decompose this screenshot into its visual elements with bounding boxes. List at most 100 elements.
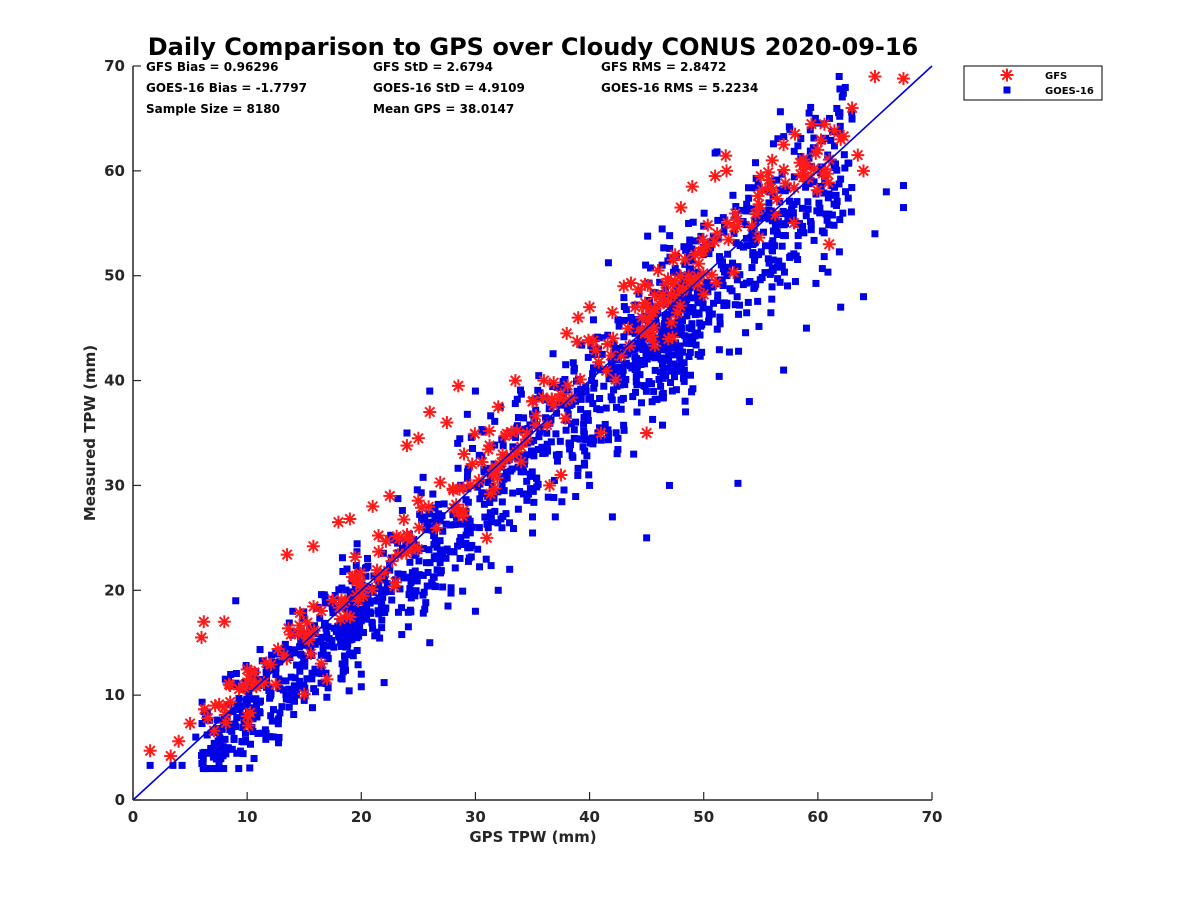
goes-16-point bbox=[308, 669, 316, 677]
goes-16-point bbox=[178, 761, 186, 769]
goes-16-point bbox=[498, 481, 506, 489]
gfs-point bbox=[217, 615, 231, 629]
goes-16-point bbox=[529, 513, 536, 521]
goes-16-point bbox=[677, 360, 685, 368]
gfs-point bbox=[648, 288, 662, 302]
goes-16-point bbox=[403, 429, 411, 437]
gfs-point bbox=[787, 216, 801, 230]
gfs-point bbox=[709, 276, 723, 290]
goes-16-point bbox=[347, 631, 355, 639]
goes-16-point bbox=[757, 248, 765, 256]
chart-title: Daily Comparison to GPS over Cloudy CONU… bbox=[148, 33, 919, 61]
goes-16-point bbox=[394, 571, 402, 579]
goes-16-point bbox=[192, 733, 200, 741]
goes-16-point bbox=[199, 755, 207, 763]
goes-16-point bbox=[768, 283, 776, 291]
goes-16-point bbox=[640, 382, 648, 390]
goes-16-point bbox=[629, 393, 637, 401]
gfs-point bbox=[673, 269, 687, 283]
goes-16-point bbox=[742, 221, 750, 229]
goes-16-point bbox=[254, 729, 262, 737]
goes-16-point bbox=[249, 704, 257, 712]
goes-16-point bbox=[626, 362, 634, 370]
goes-16-point bbox=[789, 209, 797, 217]
goes-16-point bbox=[670, 373, 678, 381]
goes-16-point bbox=[729, 191, 737, 199]
goes-16-point bbox=[430, 582, 438, 590]
goes-16-point bbox=[700, 209, 708, 217]
goes-16-point bbox=[241, 729, 249, 737]
goes-16-point bbox=[612, 350, 620, 358]
goes-16-point bbox=[685, 254, 693, 262]
goes-16-point bbox=[830, 164, 838, 172]
reference-line-group bbox=[132, 65, 933, 801]
goes-16-point bbox=[614, 344, 622, 352]
goes-16-point bbox=[784, 210, 792, 218]
goes-16-point bbox=[404, 608, 412, 616]
goes-16-point bbox=[543, 440, 551, 448]
goes-16-point bbox=[514, 463, 522, 471]
goes-16-point bbox=[680, 377, 688, 385]
gfs-point bbox=[241, 719, 255, 733]
goes-16-point bbox=[426, 387, 434, 395]
goes-16-point bbox=[547, 438, 555, 446]
goes-16-point bbox=[319, 647, 327, 655]
goes-16-point bbox=[627, 313, 635, 321]
goes-16-point bbox=[615, 363, 623, 371]
goes-16-point bbox=[484, 524, 492, 532]
gfs-point bbox=[197, 702, 211, 716]
gfs-point bbox=[240, 709, 254, 723]
goes-16-point bbox=[584, 353, 592, 361]
goes-16-point bbox=[566, 445, 574, 453]
goes-16-point bbox=[604, 429, 612, 437]
gfs-point bbox=[293, 606, 307, 620]
goes-16-point bbox=[521, 457, 529, 465]
goes-16-point bbox=[635, 361, 643, 369]
goes-16-point bbox=[620, 426, 628, 434]
goes-16-point bbox=[288, 689, 296, 697]
goes-16-point bbox=[454, 464, 462, 472]
goes-16-point bbox=[203, 731, 211, 739]
goes-16-point bbox=[290, 697, 298, 705]
goes-16-point bbox=[720, 228, 728, 236]
gfs-point bbox=[719, 149, 733, 163]
goes-16-point bbox=[699, 304, 707, 312]
goes-16-point bbox=[689, 385, 697, 393]
goes-16-point bbox=[614, 316, 622, 324]
gfs-point bbox=[592, 355, 606, 369]
goes-16-point bbox=[596, 395, 604, 403]
gfs-point bbox=[306, 539, 320, 553]
goes-16-point bbox=[276, 709, 284, 717]
goes-16-point bbox=[507, 467, 515, 475]
goes-16-point bbox=[559, 383, 567, 391]
goes-16-point bbox=[576, 435, 584, 443]
goes-16-point bbox=[583, 452, 591, 460]
goes-16-point bbox=[471, 607, 479, 615]
goes-16-point bbox=[330, 624, 338, 632]
legend-goes-label: GOES-16 bbox=[1045, 86, 1094, 97]
goes-16-point bbox=[415, 557, 423, 565]
goes-16-point bbox=[797, 228, 805, 236]
goes-16-point bbox=[541, 414, 549, 422]
gfs-point bbox=[678, 253, 692, 267]
goes-16-point bbox=[674, 348, 682, 356]
goes-16-point bbox=[810, 178, 818, 186]
goes-16-point bbox=[506, 519, 514, 527]
goes-16-point bbox=[274, 739, 282, 747]
goes-16-point bbox=[560, 486, 568, 494]
goes-16-point bbox=[680, 366, 688, 374]
gfs-point bbox=[868, 69, 882, 83]
goes-16-point bbox=[169, 761, 177, 769]
goes-16-point bbox=[836, 122, 844, 130]
goes-16-point bbox=[613, 403, 621, 411]
stat-goes-bias: GOES-16 Bias = -1.7797 bbox=[146, 81, 307, 95]
gfs-point bbox=[589, 343, 603, 357]
goes-16-point bbox=[498, 498, 506, 506]
goes-16-point bbox=[463, 410, 471, 418]
goes-16-point bbox=[659, 331, 667, 339]
goes-16-point bbox=[481, 513, 489, 521]
goes-16-point bbox=[222, 750, 230, 758]
goes-16-point bbox=[584, 416, 592, 424]
goes-16-point bbox=[214, 737, 222, 745]
goes-16-point bbox=[317, 651, 325, 659]
